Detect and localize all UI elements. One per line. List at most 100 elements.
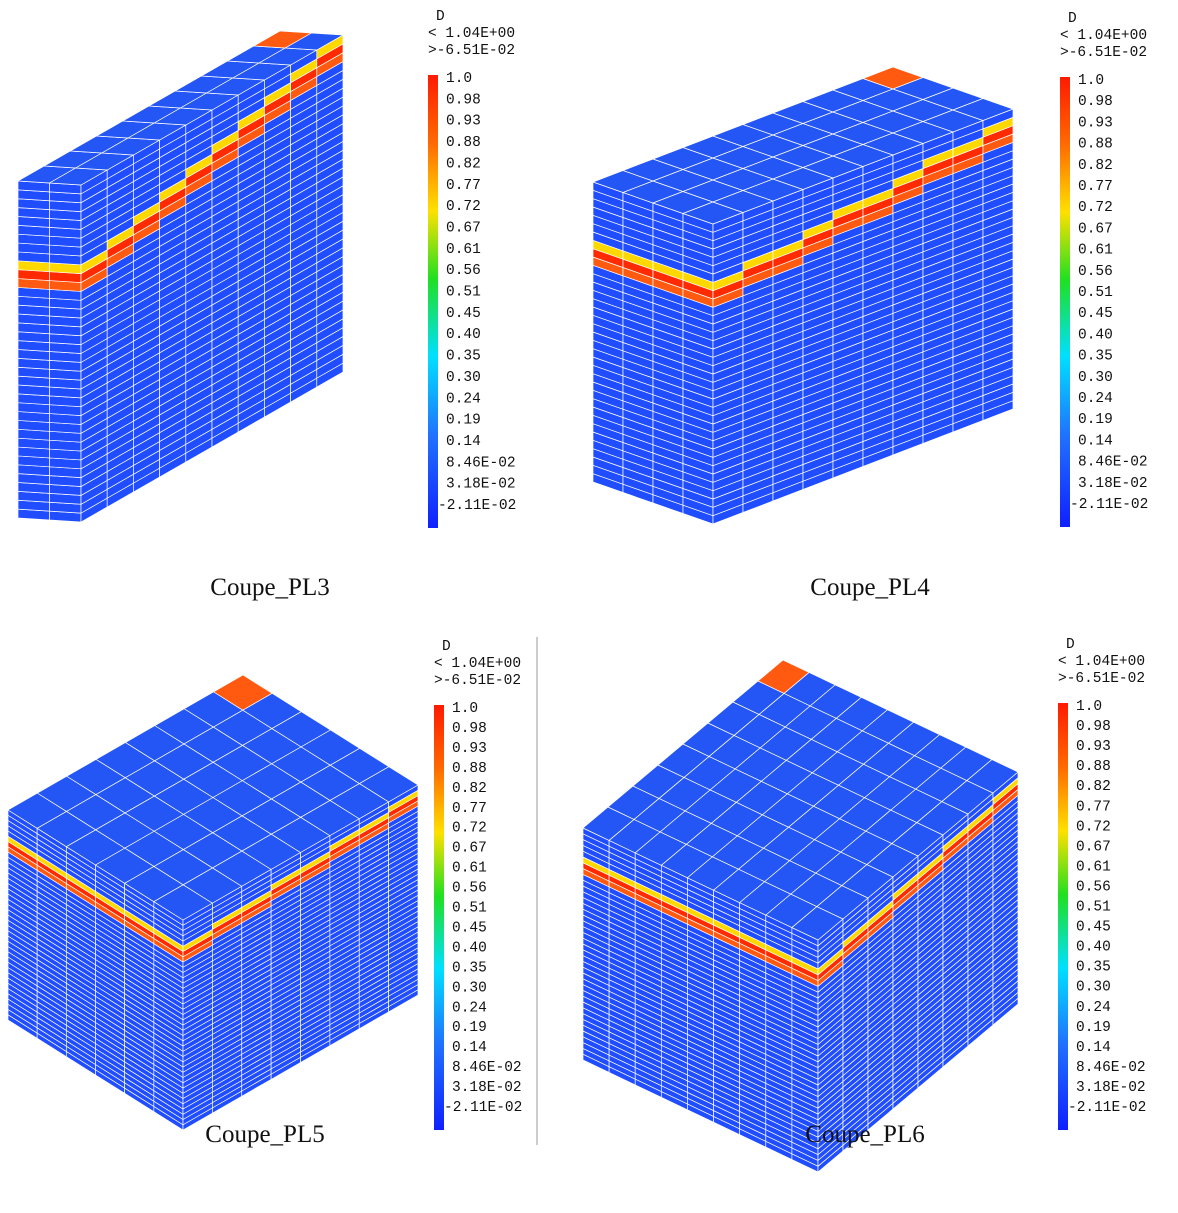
legend-level: 0.40 xyxy=(452,940,487,956)
legend-level: 0.19 xyxy=(1076,1020,1111,1036)
mesh-cell xyxy=(966,759,1019,794)
legend-level: 0.24 xyxy=(1078,391,1113,407)
legend-level: -2.11E-02 xyxy=(438,498,516,514)
legend-level: 0.24 xyxy=(446,391,481,407)
legend-level: 8.46E-02 xyxy=(452,1060,522,1076)
legend-level: 1.0 xyxy=(452,701,478,717)
legend-level: -2.11E-02 xyxy=(1068,1100,1146,1116)
caption: Coupe_PL3 xyxy=(210,574,329,601)
legend-level: 0.98 xyxy=(1078,94,1113,110)
legend-level: 0.51 xyxy=(1078,285,1113,301)
mesh-cell xyxy=(284,32,345,51)
legend-level: 0.82 xyxy=(452,781,487,797)
legend-level: 0.77 xyxy=(1076,799,1111,815)
legend-level: -2.11E-02 xyxy=(1070,497,1148,513)
color-bar xyxy=(1058,703,1068,1130)
mesh-cell xyxy=(951,98,1015,121)
legend-level: 0.93 xyxy=(1076,739,1111,755)
legend-level: 0.88 xyxy=(1078,137,1113,153)
legend-level: 0.51 xyxy=(446,285,481,301)
legend-level: 0.51 xyxy=(1076,900,1111,916)
legend-level: 0.56 xyxy=(452,881,487,897)
caption: Coupe_PL6 xyxy=(805,1121,924,1148)
caption: Coupe_PL5 xyxy=(205,1121,324,1148)
legend-level: 3.18E-02 xyxy=(452,1080,522,1096)
legend-level: 0.14 xyxy=(1078,433,1113,449)
legend-level: 0.45 xyxy=(452,920,487,936)
legend-level: 0.19 xyxy=(446,413,481,429)
legend-level: 0.45 xyxy=(446,306,481,322)
mesh-block xyxy=(582,659,1019,1173)
legend-level: 0.67 xyxy=(452,841,487,857)
legend-level: 0.61 xyxy=(452,861,487,877)
legend-level: 0.77 xyxy=(452,801,487,817)
legend-level: 0.82 xyxy=(1078,158,1113,174)
legend-level: -2.11E-02 xyxy=(444,1100,522,1116)
legend-level: 0.35 xyxy=(446,349,481,365)
mesh-cell xyxy=(358,766,419,803)
legend-title: D xyxy=(442,639,451,655)
legend-title: D xyxy=(436,9,445,25)
legend-level: 0.14 xyxy=(1076,1040,1111,1056)
legend-level: 0.30 xyxy=(1076,980,1111,996)
legend-level: 0.72 xyxy=(446,199,481,215)
legend-level: 0.88 xyxy=(1076,759,1111,775)
legend-level: 0.56 xyxy=(446,263,481,279)
legend-level: 0.35 xyxy=(1076,960,1111,976)
legend-level: 0.35 xyxy=(1078,349,1113,365)
legend-level: 3.18E-02 xyxy=(1078,476,1148,492)
legend-level: 0.30 xyxy=(452,980,487,996)
legend-level: 0.14 xyxy=(446,434,481,450)
legend-title: D xyxy=(1066,637,1075,653)
legend-level: 0.19 xyxy=(452,1020,487,1036)
mesh-block xyxy=(591,66,1015,525)
legend-level: 0.67 xyxy=(446,220,481,236)
legend-min: >-6.51E-02 xyxy=(428,43,515,59)
legend-level: 0.93 xyxy=(1078,115,1113,131)
legend-level: 0.19 xyxy=(1078,412,1113,428)
legend-level: 0.45 xyxy=(1078,306,1113,322)
legend-level: 0.30 xyxy=(1078,370,1113,386)
legend-level: 0.61 xyxy=(1078,243,1113,259)
legend-min: >-6.51E-02 xyxy=(434,673,521,689)
legend-level: 1.0 xyxy=(446,71,472,87)
legend-level: 0.24 xyxy=(452,1000,487,1016)
legend-level: 0.67 xyxy=(1076,839,1111,855)
legend-level: 8.46E-02 xyxy=(446,455,516,471)
legend-level: 0.61 xyxy=(446,242,481,258)
legend-level: 0.77 xyxy=(446,178,481,194)
legend-level: 0.61 xyxy=(1076,859,1111,875)
legend-level: 1.0 xyxy=(1078,73,1104,89)
legend-level: 0.88 xyxy=(446,135,481,151)
legend-level: 0.77 xyxy=(1078,179,1113,195)
color-bar xyxy=(1060,77,1070,527)
legend-level: 0.82 xyxy=(1076,779,1111,795)
legend-level: 1.0 xyxy=(1076,699,1102,715)
legend-level: 0.93 xyxy=(446,114,481,130)
legend-level: 0.72 xyxy=(452,821,487,837)
legend-min: >-6.51E-02 xyxy=(1058,671,1145,687)
legend-level: 0.88 xyxy=(452,761,487,777)
legend-level: 3.18E-02 xyxy=(446,477,516,493)
legend-level: 0.72 xyxy=(1078,200,1113,216)
legend-max: < 1.04E+00 xyxy=(1058,654,1145,670)
legend-max: < 1.04E+00 xyxy=(1060,28,1147,44)
legend-level: 0.35 xyxy=(452,960,487,976)
color-bar xyxy=(434,705,444,1130)
legend-level: 0.30 xyxy=(446,370,481,386)
legend-level: 0.40 xyxy=(446,327,481,343)
color-bar xyxy=(428,75,438,528)
legend-level: 0.14 xyxy=(452,1040,487,1056)
legend-level: 0.98 xyxy=(1076,719,1111,735)
legend-level: 8.46E-02 xyxy=(1078,455,1148,471)
legend-level: 0.51 xyxy=(452,901,487,917)
legend-level: 0.82 xyxy=(446,156,481,172)
caption: Coupe_PL4 xyxy=(810,574,930,601)
legend-level: 0.93 xyxy=(452,741,487,757)
mesh-block xyxy=(7,674,419,1131)
legend-max: < 1.04E+00 xyxy=(434,656,521,672)
legend-level: 0.24 xyxy=(1076,1000,1111,1016)
legend-level: 0.40 xyxy=(1078,327,1113,343)
legend-title: D xyxy=(1068,11,1077,27)
